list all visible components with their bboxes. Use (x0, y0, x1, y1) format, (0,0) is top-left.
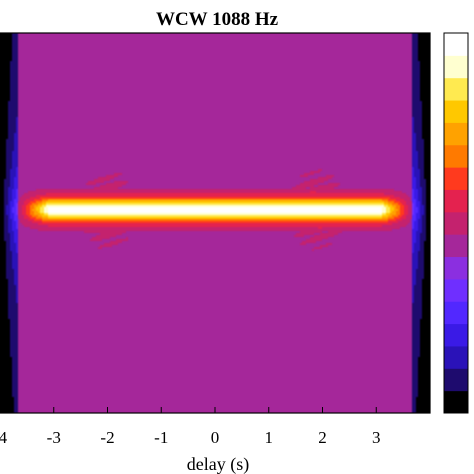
x-axis-ticks: -4 -3 -2 -1 0 1 2 3 (0, 407, 381, 447)
x-tick-label: 0 (211, 428, 220, 447)
colorbar-swatch (444, 390, 468, 414)
heatmap-cells (0, 33, 430, 413)
colorbar (443, 32, 469, 414)
x-axis-label: delay (s) (187, 454, 249, 474)
chart-title: WCW 1088 Hz (156, 9, 279, 30)
colorbar-swatch (444, 211, 468, 235)
x-tick-label: -2 (100, 428, 114, 447)
colorbar-frame (443, 32, 469, 414)
colorbar-swatch (444, 77, 468, 101)
x-tick-label: 2 (318, 428, 327, 447)
x-tick-label: -4 (0, 428, 8, 447)
colorbar-swatch (444, 278, 468, 302)
colorbar-swatch (444, 122, 468, 146)
x-tick-label: 1 (265, 428, 274, 447)
x-tick-label: 3 (372, 428, 381, 447)
colorbar-swatch (444, 167, 468, 190)
colorbar-swatch (444, 345, 468, 369)
colorbar-swatch (444, 256, 468, 280)
colorbar-swatch (444, 323, 468, 347)
colorbar-swatch (444, 234, 468, 258)
colorbar-swatch (444, 100, 468, 123)
x-tick-label: -3 (47, 428, 61, 447)
colorbar-swatch (444, 189, 468, 213)
colorbar-swatch (444, 55, 468, 79)
colorbar-swatch (444, 33, 468, 56)
plot-area (0, 33, 430, 413)
colorbar-swatch (444, 144, 468, 168)
x-tick-label: -1 (154, 428, 168, 447)
colorbar-swatch (444, 301, 468, 325)
colorbar-swatch (444, 368, 468, 392)
